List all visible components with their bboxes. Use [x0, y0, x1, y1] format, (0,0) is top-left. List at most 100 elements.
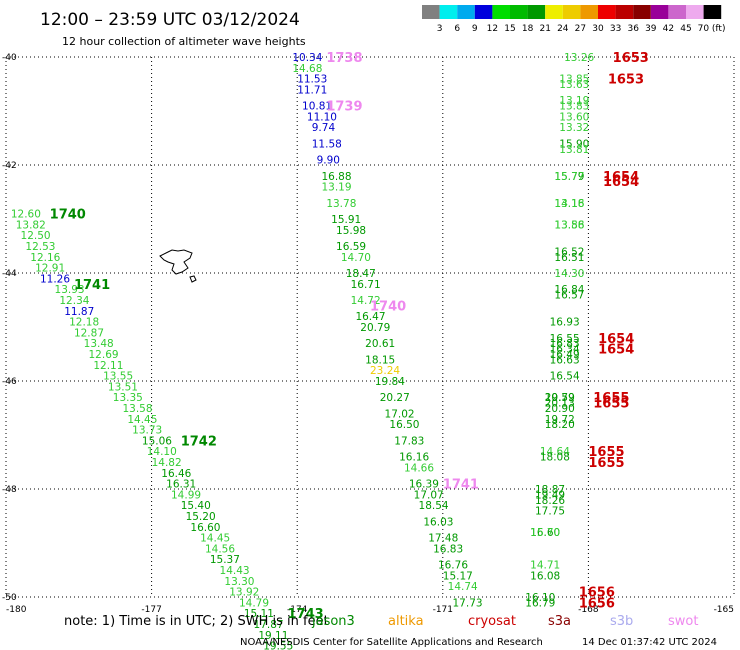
wave-height-label: 14.71	[530, 560, 560, 572]
pass-time-label: 1655	[588, 445, 624, 460]
x-tick-label: -171	[433, 605, 453, 615]
wave-height-label: 16.10	[525, 592, 555, 604]
colorbar-swatch	[510, 5, 528, 19]
pass-time-label: 1653	[613, 51, 649, 66]
colorbar-swatch	[439, 5, 458, 19]
pass-time-label: 1654	[603, 170, 639, 185]
wave-height-label: 14.43	[220, 565, 250, 577]
colorbar-swatch	[615, 5, 634, 19]
pass-time-label: 1655	[588, 456, 624, 471]
wave-height-label: 17.02	[385, 408, 415, 420]
pass-time-label: 1738	[326, 51, 362, 66]
wave-height-label: 13.60	[559, 111, 589, 123]
wave-height-label: 15.37	[210, 554, 240, 566]
pass-time-label: 1740	[50, 208, 86, 223]
wave-height-label: 13.92	[229, 587, 259, 599]
wave-height-label: 16.50	[389, 419, 419, 431]
wave-height-label: 15.98	[336, 225, 366, 237]
satellite-legend: jason3 altika cryosat s3a s3b swot	[311, 614, 698, 629]
pass-time-label: 1741	[74, 278, 110, 293]
y-axis-ticks: -40 -42 -44 -46 -48 -50	[2, 53, 17, 603]
pass-time-label: 1654	[603, 175, 639, 190]
wave-height-label: 13.81	[559, 144, 589, 156]
wave-height-label: 13.78	[326, 198, 356, 210]
wave-height-label: 12.53	[25, 241, 55, 253]
x-tick-label: -174	[287, 605, 308, 615]
colorbar-legend: 3 6 9 12 15 18 21 24 27 30 33 36 39 42 45 70 (ft)	[422, 5, 725, 34]
colorbar-tick-label: 15	[504, 24, 515, 34]
pass-time-label: 1656	[579, 596, 615, 611]
wave-height-label: 17.87	[254, 619, 284, 631]
wave-height-label: 13.93	[55, 284, 85, 296]
wave-height-label: 16.34	[550, 344, 580, 356]
pass-time-label: 1655	[593, 397, 629, 412]
wave-height-label: 13.55	[103, 371, 133, 383]
colorbar-swatch	[598, 5, 616, 19]
colorbar-swatch	[668, 5, 686, 19]
wave-height-label: 13.26	[564, 52, 594, 64]
wave-height-label: 16.71	[351, 279, 381, 291]
pass-time-label: 1655	[593, 391, 629, 406]
chart-subtitle: 12 hour collection of altimeter wave hei…	[62, 35, 306, 48]
colorbar-tick-label: 33	[610, 24, 621, 34]
wave-height-label: 16.83	[433, 543, 463, 555]
wave-height-label: 20.27	[380, 392, 410, 404]
wave-height-label: 11.71	[297, 84, 327, 96]
wave-height-label: 16.03	[423, 516, 453, 528]
wave-height-label: 11.26	[40, 273, 70, 285]
wave-height-label: 15.11	[244, 608, 274, 620]
wave-height-label: 18.08	[540, 452, 570, 464]
wave-height-label: 9.90	[317, 155, 340, 167]
colorbar-swatch	[474, 5, 493, 19]
legend-jason3: jason3	[311, 614, 355, 629]
wave-height-label: 12.69	[89, 349, 119, 361]
colorbar-swatch	[545, 5, 563, 19]
pass-time-label: 1741	[443, 478, 479, 493]
pass-time-label: 1654	[598, 343, 634, 358]
wave-height-label: 14.56	[205, 543, 235, 555]
wave-height-label: 12.11	[93, 360, 123, 372]
wave-height-label: 18.20	[545, 419, 575, 431]
legend-s3a: s3a	[548, 614, 571, 629]
pass-time-label: 1654	[598, 332, 634, 347]
colorbar-tick-label: 70 (ft)	[698, 24, 726, 34]
wave-height-label: 13.63	[559, 79, 589, 91]
wave-height-label: 15.79	[554, 171, 584, 183]
chart-title: 12:00 – 23:59 UTC 03/12/2024	[40, 10, 300, 30]
colorbar-swatch	[492, 5, 510, 19]
y-tick-label: -44	[2, 269, 17, 279]
wave-height-label: 16.16	[399, 452, 429, 464]
wave-height-label: 12.87	[74, 327, 104, 339]
wave-height-label: 23.24	[370, 365, 400, 377]
wave-height-label: 12.18	[69, 317, 99, 329]
wave-height-label: 16.59	[336, 241, 366, 253]
x-tick-label: -168	[578, 605, 599, 615]
wave-height-label: 15.17	[443, 570, 473, 582]
wave-height-label: 18.15	[365, 354, 395, 366]
wave-height-label: 13.85	[559, 74, 589, 86]
pass-time-label: 1743	[287, 607, 323, 622]
wave-height-label: 13.19	[321, 182, 351, 194]
x-tick-label: -165	[714, 605, 734, 615]
legend-altika: altika	[388, 614, 424, 629]
colorbar-tick-label: 30	[592, 24, 604, 34]
wave-height-label: 14.18	[554, 198, 584, 210]
wave-height-label: 14.66	[404, 462, 434, 474]
wave-height-label: 14.99	[171, 489, 201, 501]
wave-height-label: 13.35	[113, 392, 143, 404]
wave-height-label: 16.51	[554, 252, 584, 264]
wave-height-label: 16.46	[161, 468, 191, 480]
wave-height-label: 16.39	[409, 479, 439, 491]
pass-time-labels: 1738 1739 1740 1741 1740 1741 1742 1743 1653 1653…	[50, 51, 649, 622]
wave-height-label: 11.58	[312, 138, 342, 150]
y-tick-label: -50	[2, 593, 17, 603]
y-tick-label: -42	[2, 161, 17, 171]
colorbar-swatch	[686, 5, 704, 19]
wave-height-label: 19.11	[258, 630, 288, 642]
wave-height-label: 20.61	[365, 338, 395, 350]
island-outline	[159, 249, 197, 283]
wave-height-label: 13.19	[559, 95, 589, 107]
wave-height-label: 15.91	[331, 214, 361, 226]
wave-height-label: 15.70	[530, 527, 560, 539]
legend-cryosat: cryosat	[468, 614, 516, 629]
